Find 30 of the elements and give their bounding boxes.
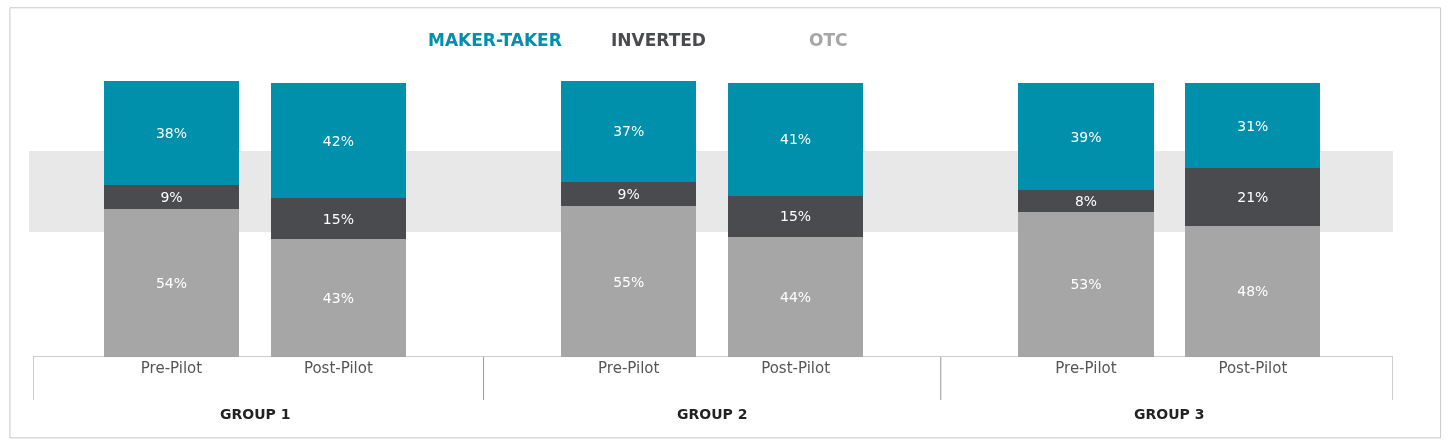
data-label: 43%	[322, 290, 354, 307]
data-label: 55%	[613, 273, 645, 290]
data-label: 54%	[155, 275, 188, 292]
x-tick-label: Post-Pilot	[761, 359, 831, 377]
x-tick-label: Pre-Pilot	[1055, 359, 1117, 377]
data-label: 37%	[613, 123, 645, 140]
text: GROUP 3	[1134, 406, 1205, 422]
data-label: 39%	[1070, 128, 1102, 145]
data-label: 44%	[780, 288, 812, 305]
data-label: 48%	[1237, 283, 1269, 300]
x-tick-label: Pre-Pilot	[598, 359, 660, 377]
x-tick-label: Post-Pilot	[1218, 359, 1288, 377]
data-label: 9%	[617, 186, 640, 203]
data-label: 42%	[322, 132, 354, 149]
text: OTC	[809, 30, 848, 50]
text: INVERTED	[611, 30, 706, 50]
data-label: 21%	[1237, 188, 1269, 205]
data-label: 8%	[1074, 192, 1097, 209]
data-label: 53%	[1070, 276, 1102, 293]
data-label: 9%	[160, 188, 183, 205]
data-label: 15%	[322, 210, 354, 227]
x-tick-label: Pre-Pilot	[140, 359, 203, 377]
data-label: 31%	[1237, 117, 1269, 134]
data-label: 38%	[155, 124, 188, 141]
text: GROUP 2	[677, 406, 748, 422]
series-label: MAKER-TAKER	[428, 30, 562, 50]
text: GROUP 1	[220, 406, 291, 422]
data-label: 41%	[780, 131, 812, 148]
x-tick-label: Post-Pilot	[303, 359, 373, 377]
data-label: 15%	[780, 208, 812, 225]
